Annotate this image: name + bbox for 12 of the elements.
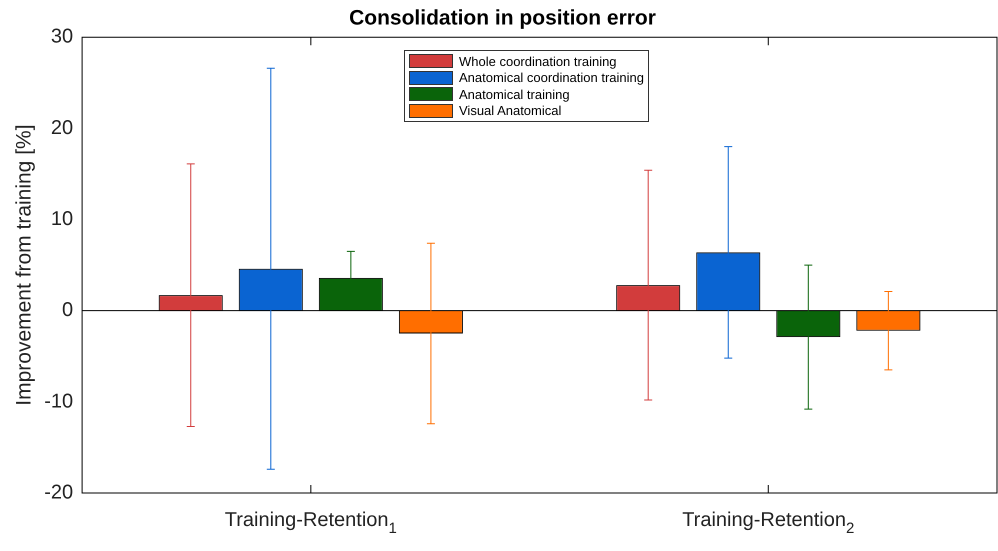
legend-label: Whole coordination training [458, 53, 618, 70]
y-tick-label: 20 [50, 116, 74, 139]
y-tick-label: 0 [62, 299, 74, 322]
y-axis-title: Improvement from training [%] [12, 124, 36, 406]
y-tick-label: -20 [44, 482, 74, 504]
legend-label: Anatomical training [458, 86, 571, 102]
y-tick-label: 30 [50, 26, 74, 48]
y-tick-label: 10 [50, 208, 74, 230]
y-tick-label: -10 [44, 390, 74, 412]
legend-label: Visual Anatomical [458, 102, 562, 119]
chart-title: Consolidation in position error [349, 6, 656, 30]
legend-label: Anatomical coordination training [458, 70, 644, 86]
